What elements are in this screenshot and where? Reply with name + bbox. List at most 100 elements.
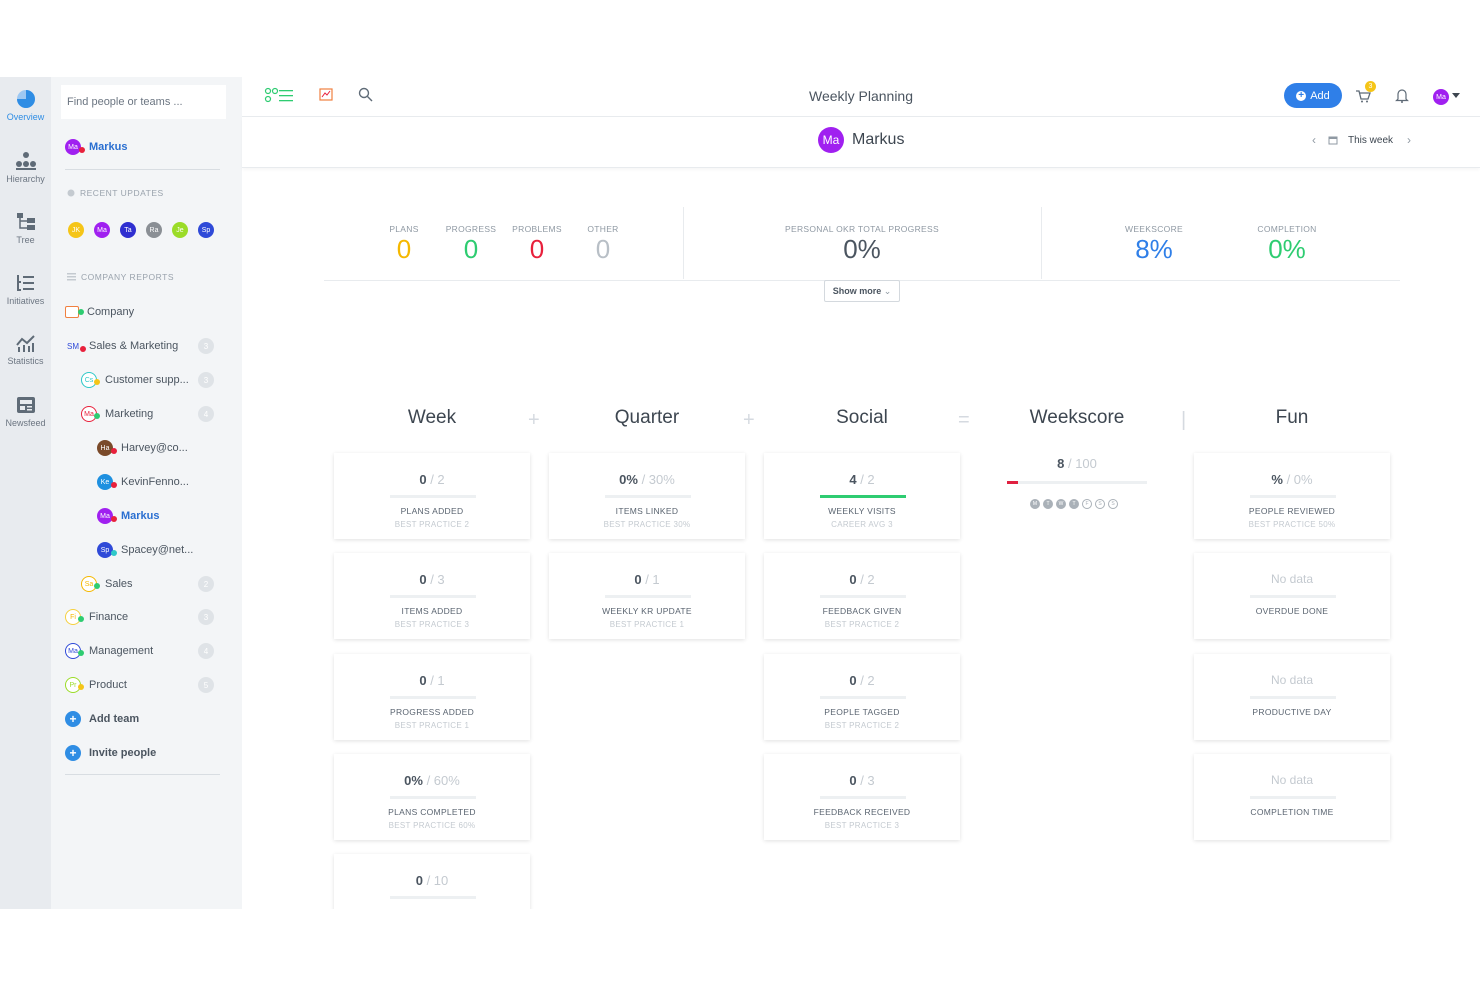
avatar: Ma [97,508,117,524]
list-icon [67,273,76,281]
chevron-right-icon[interactable]: › [1407,133,1412,147]
chevron-left-icon[interactable]: ‹ [1312,133,1316,147]
team-item-company[interactable]: Company [65,302,134,322]
metric-actual: No data [1270,572,1314,586]
stat-label: WEEKSCORE [1125,224,1183,234]
metric-card[interactable]: No data COMPLETION TIME [1194,754,1390,840]
metric-card[interactable]: 4 / 2 WEEKLY VISITS CAREER AVG 3 [764,453,960,539]
cart-icon[interactable] [1355,88,1371,103]
avatar: Pr [65,677,84,693]
rail-initiatives[interactable]: Initiatives [0,273,51,325]
metric-card[interactable]: 0 / 2 PEOPLE TAGGED BEST PRACTICE 2 [764,654,960,740]
stat-completion: COMPLETION 0% [1247,224,1327,263]
metric-card[interactable]: % / 0% PEOPLE REVIEWED BEST PRACTICE 50% [1194,453,1390,539]
person-item-harvey[interactable]: Ha Harvey@co... [97,438,188,458]
stat-plans: PLANS 0 [380,224,428,263]
team-count-badge: 4 [198,406,214,422]
period-label[interactable]: This week [1348,134,1394,146]
metric-value: 0 / 2 [764,572,960,587]
calendar-icon[interactable] [1328,135,1338,145]
metric-card[interactable]: 0% / 30% ITEMS LINKED BEST PRACTICE 30% [549,453,745,539]
stat-value: 0 [396,234,412,264]
team-item-finance[interactable]: Fi Finance [65,607,128,627]
team-item-label: Sales [105,578,133,590]
metric-actual: 0 [419,572,427,587]
rail-hierarchy[interactable]: Hierarchy [0,151,51,203]
add-button[interactable]: + Add [1284,83,1342,108]
stat-label: OTHER [587,224,619,234]
avatar: SM [65,338,86,354]
current-user-item[interactable]: Ma Markus [65,137,128,157]
metric-bar [390,595,476,598]
rail-overview[interactable]: Overview [0,89,51,141]
show-more-button[interactable]: Show more ⌄ [824,280,900,302]
avatar[interactable]: Ta [120,222,136,238]
column-title-fun: Fun [1275,407,1309,428]
person-item-markus[interactable]: Ma Markus [97,506,160,526]
metric-actual: 0 [849,773,857,788]
person-item-kevin[interactable]: Ke KevinFenno... [97,472,189,492]
metric-label: COMPLETION TIME [1250,807,1334,817]
person-item-spacey[interactable]: Sp Spacey@net... [97,540,193,560]
rail-hierarchy-label: Hierarchy [6,174,45,184]
metric-actual: 0 [849,673,857,688]
metric-card[interactable]: 0 / 3 ITEMS ADDED BEST PRACTICE 3 [334,553,530,639]
metric-card[interactable]: 0 / 10 [334,854,530,909]
metric-value: 0% / 30% [549,472,745,487]
stat-value: 0 [463,234,479,264]
team-item-customer-support[interactable]: Cs Customer supp... [81,370,189,390]
metric-card[interactable]: 0 / 2 PLANS ADDED BEST PRACTICE 2 [334,453,530,539]
team-item-product[interactable]: Pr Product [65,675,127,695]
people-list-icon[interactable] [264,87,294,105]
team-item-sales-marketing[interactable]: SM Sales & Marketing [65,336,178,356]
metric-card[interactable]: 0 / 2 FEEDBACK GIVEN BEST PRACTICE 2 [764,553,960,639]
newsfeed-icon [16,397,35,413]
metric-bar [1250,595,1336,598]
team-item-management[interactable]: Ma Management [65,641,153,661]
metric-card[interactable]: No data OVERDUE DONE [1194,553,1390,639]
rail-newsfeed[interactable]: Newsfeed [0,395,51,447]
avatar[interactable]: JK [68,222,84,238]
avatar[interactable]: Ma [94,222,110,238]
team-item-marketing[interactable]: Ma Marketing [81,404,153,424]
metric-card[interactable]: 0 / 3 FEEDBACK RECEIVED BEST PRACTICE 3 [764,754,960,840]
stat-weekscore: WEEKSCORE 8% [1114,224,1194,263]
rail-overview-label: Overview [6,112,45,122]
bell-icon[interactable] [1395,88,1409,103]
recent-updates-avatars: JK Ma Ta Ra Je Sp [68,222,214,238]
rail-statistics[interactable]: Statistics [0,333,51,385]
team-item-sales[interactable]: Sa Sales [81,574,133,594]
invite-people-button[interactable]: + Invite people [65,743,156,763]
avatar[interactable]: Sp [198,222,214,238]
metric-bar-fill [820,495,906,498]
avatar[interactable]: Ra [146,222,162,238]
metric-bar [820,595,906,598]
plus-operator: + [743,409,755,431]
team-count-badge: 5 [198,677,214,693]
stat-value: 0 [595,234,611,264]
stat-problems: PROBLEMS 0 [507,224,567,263]
invite-people-label: Invite people [89,747,157,759]
metric-label: ITEMS LINKED [615,506,679,516]
metric-value: No data [1194,572,1390,586]
metric-card[interactable]: 0 / 1 PROGRESS ADDED BEST PRACTICE 1 [334,654,530,740]
add-team-label: Add team [89,713,140,725]
chevron-down-icon[interactable] [1452,93,1460,99]
divider [1041,207,1042,279]
metric-card[interactable]: 0% / 60% PLANS COMPLETED BEST PRACTICE 60% [334,754,530,840]
team-item-label: Harvey@co... [121,442,188,454]
rail-tree[interactable]: Tree [0,212,51,264]
avatar-initials: Ma [68,143,78,151]
company-reports-title: COMPANY REPORTS [67,272,174,282]
user-avatar-menu[interactable]: Ma [1433,89,1449,105]
stat-other: OTHER 0 [578,224,628,263]
search-icon[interactable] [358,87,373,102]
search-input[interactable] [61,85,226,119]
metric-card[interactable]: 0 / 1 WEEKLY KR UPDATE BEST PRACTICE 1 [549,553,745,639]
avatar[interactable]: Je [172,222,188,238]
metric-card[interactable]: No data PRODUCTIVE DAY [1194,654,1390,740]
avatar-initials: Fi [70,613,76,621]
add-team-button[interactable]: + Add team [65,709,139,729]
plus-operator: + [528,409,540,431]
report-icon[interactable] [319,87,333,101]
